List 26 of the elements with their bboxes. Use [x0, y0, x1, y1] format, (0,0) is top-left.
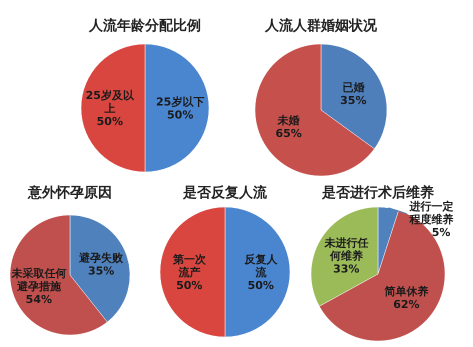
chart-title: 人流人群婚姻状况	[264, 17, 378, 34]
slice-label: 反复人流	[243, 253, 278, 279]
data-label: 5%	[432, 226, 450, 239]
slice-label: 未进行任何维养	[323, 236, 368, 262]
chart-title: 是否反复人流	[182, 184, 268, 201]
data-label: 50%	[167, 108, 194, 122]
chart-title: 人流年龄分配比例	[88, 17, 201, 34]
slice-label: 未采取任何避孕措施	[10, 266, 66, 293]
chart-title: 是否进行术后维养	[321, 184, 434, 201]
data-label: 50%	[248, 279, 274, 292]
data-label: 50%	[176, 279, 202, 292]
data-label: 50%	[96, 115, 123, 128]
data-label: 62%	[393, 298, 420, 311]
data-label: 35%	[88, 264, 114, 278]
data-label: 54%	[26, 292, 52, 306]
slice-label: 避孕失败	[78, 252, 124, 265]
slice-label: 已婚	[342, 81, 364, 94]
slice-label: 25岁以下	[156, 96, 204, 108]
slice-label: 第一次流产	[172, 253, 207, 279]
slice-label: 未婚	[276, 114, 300, 127]
data-label: 33%	[333, 262, 360, 276]
data-label: 65%	[275, 126, 302, 140]
slice-label: 简单休养	[383, 284, 428, 298]
chart-title: 意外怀孕原因	[27, 184, 112, 201]
slice-label: 25岁及以上	[86, 89, 135, 115]
data-label: 35%	[340, 94, 367, 108]
